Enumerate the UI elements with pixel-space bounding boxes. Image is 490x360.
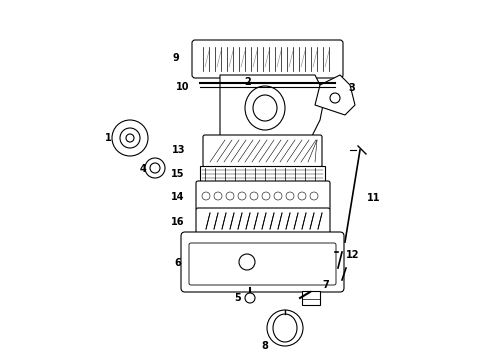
Ellipse shape [145, 158, 165, 178]
Ellipse shape [245, 293, 255, 303]
Ellipse shape [238, 192, 246, 200]
Text: 12: 12 [346, 250, 360, 260]
FancyBboxPatch shape [192, 40, 343, 78]
Ellipse shape [267, 310, 303, 346]
Bar [302, 291, 320, 305]
FancyBboxPatch shape [196, 208, 330, 234]
Text: 4: 4 [140, 164, 147, 174]
Ellipse shape [245, 86, 285, 130]
Polygon shape [315, 75, 355, 115]
Text: 10: 10 [176, 82, 190, 92]
Ellipse shape [298, 192, 306, 200]
Ellipse shape [150, 163, 160, 173]
FancyBboxPatch shape [189, 243, 336, 285]
Ellipse shape [250, 192, 258, 200]
Text: 16: 16 [171, 217, 185, 227]
Bar [200, 166, 325, 182]
Text: 8: 8 [262, 341, 269, 351]
FancyBboxPatch shape [181, 232, 344, 292]
Ellipse shape [274, 192, 282, 200]
Text: 7: 7 [322, 280, 329, 290]
Ellipse shape [202, 192, 210, 200]
Ellipse shape [126, 134, 134, 142]
Ellipse shape [310, 192, 318, 200]
Ellipse shape [239, 254, 255, 270]
Text: 6: 6 [174, 258, 181, 268]
Ellipse shape [120, 128, 140, 148]
Text: 3: 3 [348, 83, 355, 93]
Ellipse shape [253, 95, 277, 121]
Ellipse shape [330, 93, 340, 103]
Polygon shape [220, 75, 325, 140]
FancyBboxPatch shape [196, 181, 330, 210]
Text: 14: 14 [171, 192, 185, 202]
Text: 5: 5 [235, 293, 242, 303]
Ellipse shape [273, 314, 297, 342]
FancyBboxPatch shape [203, 135, 322, 167]
Text: 11: 11 [367, 193, 381, 203]
Ellipse shape [226, 192, 234, 200]
Text: 13: 13 [172, 145, 186, 155]
Text: 9: 9 [172, 53, 179, 63]
Ellipse shape [262, 192, 270, 200]
Text: 2: 2 [245, 77, 251, 87]
Ellipse shape [214, 192, 222, 200]
Text: 1: 1 [105, 133, 111, 143]
Ellipse shape [286, 192, 294, 200]
Ellipse shape [112, 120, 148, 156]
Text: 15: 15 [171, 169, 185, 179]
